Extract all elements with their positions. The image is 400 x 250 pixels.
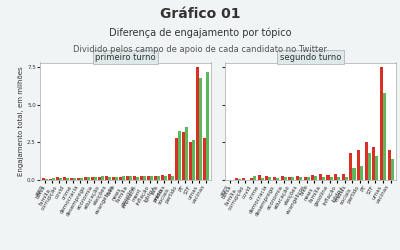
Bar	[164, 176, 167, 180]
Bar	[311, 175, 314, 180]
Bar	[372, 147, 375, 180]
Bar	[268, 177, 272, 180]
Bar	[192, 140, 195, 180]
Bar	[204, 138, 206, 180]
Bar	[133, 176, 136, 180]
Bar	[281, 176, 284, 180]
Bar	[108, 177, 111, 180]
Bar	[143, 176, 146, 180]
Bar	[365, 142, 368, 180]
Bar	[337, 177, 340, 180]
Bar	[73, 178, 76, 180]
Text: Diferença de engajamento por tópico: Diferença de engajamento por tópico	[109, 28, 291, 38]
Bar	[368, 153, 371, 180]
Bar	[84, 177, 87, 180]
Bar	[238, 179, 241, 180]
Bar	[391, 159, 394, 180]
Bar	[112, 176, 115, 180]
Bar	[70, 178, 73, 180]
Bar	[206, 72, 209, 180]
Bar	[122, 176, 125, 180]
Bar	[307, 177, 310, 180]
Bar	[171, 176, 174, 180]
Bar	[91, 177, 94, 180]
Bar	[147, 176, 150, 180]
Title: segundo turno: segundo turno	[280, 53, 341, 62]
Bar	[94, 176, 97, 180]
Bar	[150, 176, 153, 180]
Bar	[380, 67, 383, 180]
Bar	[199, 78, 202, 180]
Bar	[42, 178, 45, 180]
Bar	[115, 177, 118, 180]
Bar	[273, 177, 276, 180]
Bar	[242, 178, 246, 180]
Bar	[168, 174, 171, 180]
Bar	[304, 176, 307, 180]
Bar	[175, 138, 178, 180]
Bar	[77, 178, 80, 180]
Bar	[357, 150, 360, 180]
Bar	[261, 178, 264, 180]
Bar	[326, 175, 330, 180]
Bar	[63, 177, 66, 180]
Bar	[59, 178, 62, 180]
Bar	[314, 176, 317, 180]
Bar	[49, 179, 52, 180]
Bar	[161, 175, 164, 180]
Bar	[157, 176, 160, 180]
Bar	[334, 174, 337, 180]
Bar	[56, 177, 59, 180]
Bar	[319, 174, 322, 180]
Bar	[87, 177, 90, 180]
Bar	[258, 176, 261, 180]
Bar	[296, 176, 299, 180]
Bar	[52, 178, 55, 180]
Bar	[119, 177, 122, 180]
Bar	[288, 177, 291, 180]
Bar	[253, 176, 256, 180]
Text: Dividido pelos campo de apoio de cada candidato no Twitter: Dividido pelos campo de apoio de cada ca…	[73, 45, 327, 54]
Bar	[80, 178, 83, 180]
Bar	[129, 176, 132, 180]
Bar	[101, 176, 104, 180]
Bar	[196, 67, 199, 180]
Bar	[299, 177, 302, 180]
Bar	[98, 177, 101, 180]
Bar	[360, 166, 363, 180]
Bar	[250, 178, 253, 180]
Bar	[276, 178, 279, 180]
Bar	[345, 177, 348, 180]
Bar	[136, 177, 139, 180]
Bar	[126, 176, 129, 180]
Bar	[284, 177, 287, 180]
Text: Gráfico 01: Gráfico 01	[160, 8, 240, 22]
Bar	[265, 176, 268, 180]
Bar	[190, 142, 192, 180]
Bar	[352, 168, 356, 180]
Bar	[105, 176, 108, 180]
Bar	[185, 127, 188, 180]
Y-axis label: Engajamento total, em milhões: Engajamento total, em milhões	[18, 66, 24, 176]
Title: primeiro turno: primeiro turno	[95, 53, 156, 62]
Bar	[178, 131, 181, 180]
Bar	[182, 132, 185, 180]
Bar	[45, 179, 48, 180]
Bar	[342, 174, 345, 180]
Bar	[154, 176, 157, 180]
Bar	[383, 93, 386, 180]
Bar	[66, 178, 69, 180]
Bar	[140, 176, 143, 180]
Bar	[235, 178, 238, 180]
Bar	[322, 177, 325, 180]
Bar	[375, 156, 378, 180]
Bar	[388, 150, 391, 180]
Bar	[291, 177, 294, 180]
Bar	[349, 153, 352, 180]
Bar	[330, 177, 332, 180]
